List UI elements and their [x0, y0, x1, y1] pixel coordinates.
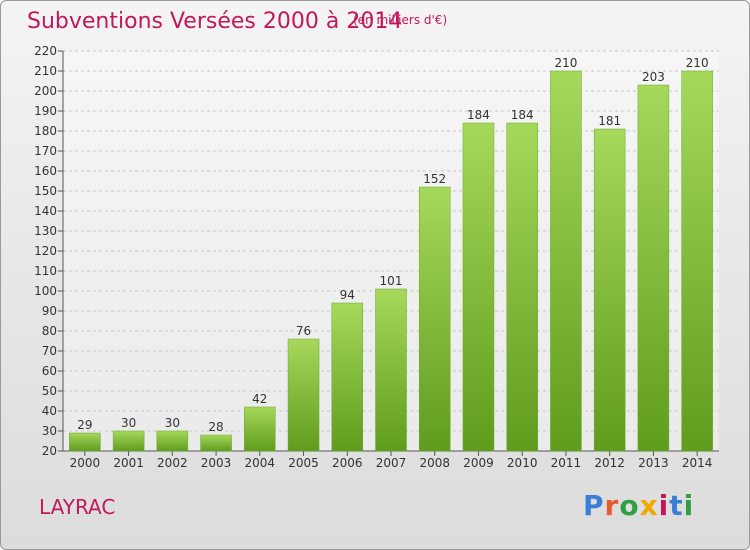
bar-2003: [200, 434, 232, 452]
city-name: LAYRAC: [39, 495, 116, 519]
bar-2000: [69, 432, 101, 452]
logo-letter: P: [583, 489, 605, 522]
x-tick-label-2006: 2006: [332, 456, 363, 470]
y-tick-label: 80: [42, 324, 57, 338]
x-tick-label-2009: 2009: [463, 456, 494, 470]
bar-2006: [331, 302, 364, 452]
data-label-2005: 76: [296, 324, 311, 338]
data-label-2004: 42: [252, 392, 267, 406]
bar-2009: [462, 122, 495, 452]
data-label-2007: 101: [380, 274, 403, 288]
y-tick-label: 90: [42, 304, 57, 318]
x-tick-label-2000: 2000: [70, 456, 101, 470]
x-tick-label-2014: 2014: [682, 456, 713, 470]
y-tick-label: 170: [34, 144, 57, 158]
data-label-2003: 28: [208, 420, 223, 434]
logo-letter: i: [683, 489, 695, 522]
data-label-2006: 94: [340, 288, 355, 302]
bar-2005: [287, 338, 320, 452]
bar-2002: [156, 430, 189, 452]
labels: 20 30 40 50 60 70 80 90 100 110 120 130 140 150 160 170…: [34, 44, 712, 470]
data-label-2002: 30: [165, 416, 180, 430]
y-tick-label: 30: [42, 424, 57, 438]
data-label-2000: 29: [77, 418, 92, 432]
logo-letter: t: [669, 489, 684, 522]
y-tick-label: 60: [42, 364, 57, 378]
x-tick-label-2011: 2011: [551, 456, 582, 470]
y-tick-label: 150: [34, 184, 57, 198]
x-tick-label-2008: 2008: [419, 456, 450, 470]
logo-letter: x: [639, 489, 659, 522]
y-tick-label: 100: [34, 284, 57, 298]
data-label-2001: 30: [121, 416, 136, 430]
x-tick-label-2010: 2010: [507, 456, 538, 470]
data-label-2010: 184: [511, 108, 534, 122]
bar-2013: [637, 84, 670, 452]
chart-subtitle: (en milliers d'€): [353, 13, 448, 27]
data-label-2013: 203: [642, 70, 665, 84]
bar-2011: [550, 70, 582, 452]
y-tick-label: 200: [34, 84, 57, 98]
bar-2014: [681, 70, 713, 452]
y-tick-label: 180: [34, 124, 57, 138]
bar-2007: [375, 288, 407, 452]
y-tick-label: 110: [34, 264, 57, 278]
y-tick-label: 220: [34, 44, 57, 58]
y-tick-label: 50: [42, 384, 57, 398]
y-tick-label: 20: [42, 444, 57, 458]
proxiti-logo[interactable]: Proxiti: [583, 489, 694, 522]
data-label-2011: 210: [554, 56, 577, 70]
y-tick-label: 120: [34, 244, 57, 258]
logo-letter: o: [619, 489, 640, 522]
logo-letter: r: [604, 489, 620, 522]
x-tick-label-2005: 2005: [288, 456, 319, 470]
bar-2008: [418, 186, 451, 452]
y-tick-label: 70: [42, 344, 57, 358]
y-tick-label: 190: [34, 104, 57, 118]
data-label-2008: 152: [423, 172, 446, 186]
x-tick-label-2001: 2001: [113, 456, 144, 470]
data-label-2012: 181: [598, 114, 621, 128]
bar-2004: [244, 406, 276, 452]
x-tick-label-2013: 2013: [638, 456, 669, 470]
y-tick-label: 140: [34, 204, 57, 218]
x-tick-label-2002: 2002: [157, 456, 188, 470]
logo-letter: i: [658, 489, 670, 522]
chart-title: Subventions Versées 2000 à 2014: [27, 9, 403, 34]
bar-2012: [593, 128, 626, 452]
y-tick-label: 210: [34, 64, 57, 78]
x-tick-label-2004: 2004: [245, 456, 276, 470]
data-label-2009: 184: [467, 108, 490, 122]
y-tick-label: 160: [34, 164, 57, 178]
data-label-2014: 210: [686, 56, 709, 70]
bar-2010: [506, 122, 538, 452]
y-tick-label: 130: [34, 224, 57, 238]
x-tick-label-2003: 2003: [201, 456, 232, 470]
x-tick-label-2012: 2012: [594, 456, 625, 470]
y-tick-label: 40: [42, 404, 57, 418]
bar-2001: [112, 430, 145, 452]
bars: [69, 70, 713, 452]
x-tick-label-2007: 2007: [376, 456, 407, 470]
